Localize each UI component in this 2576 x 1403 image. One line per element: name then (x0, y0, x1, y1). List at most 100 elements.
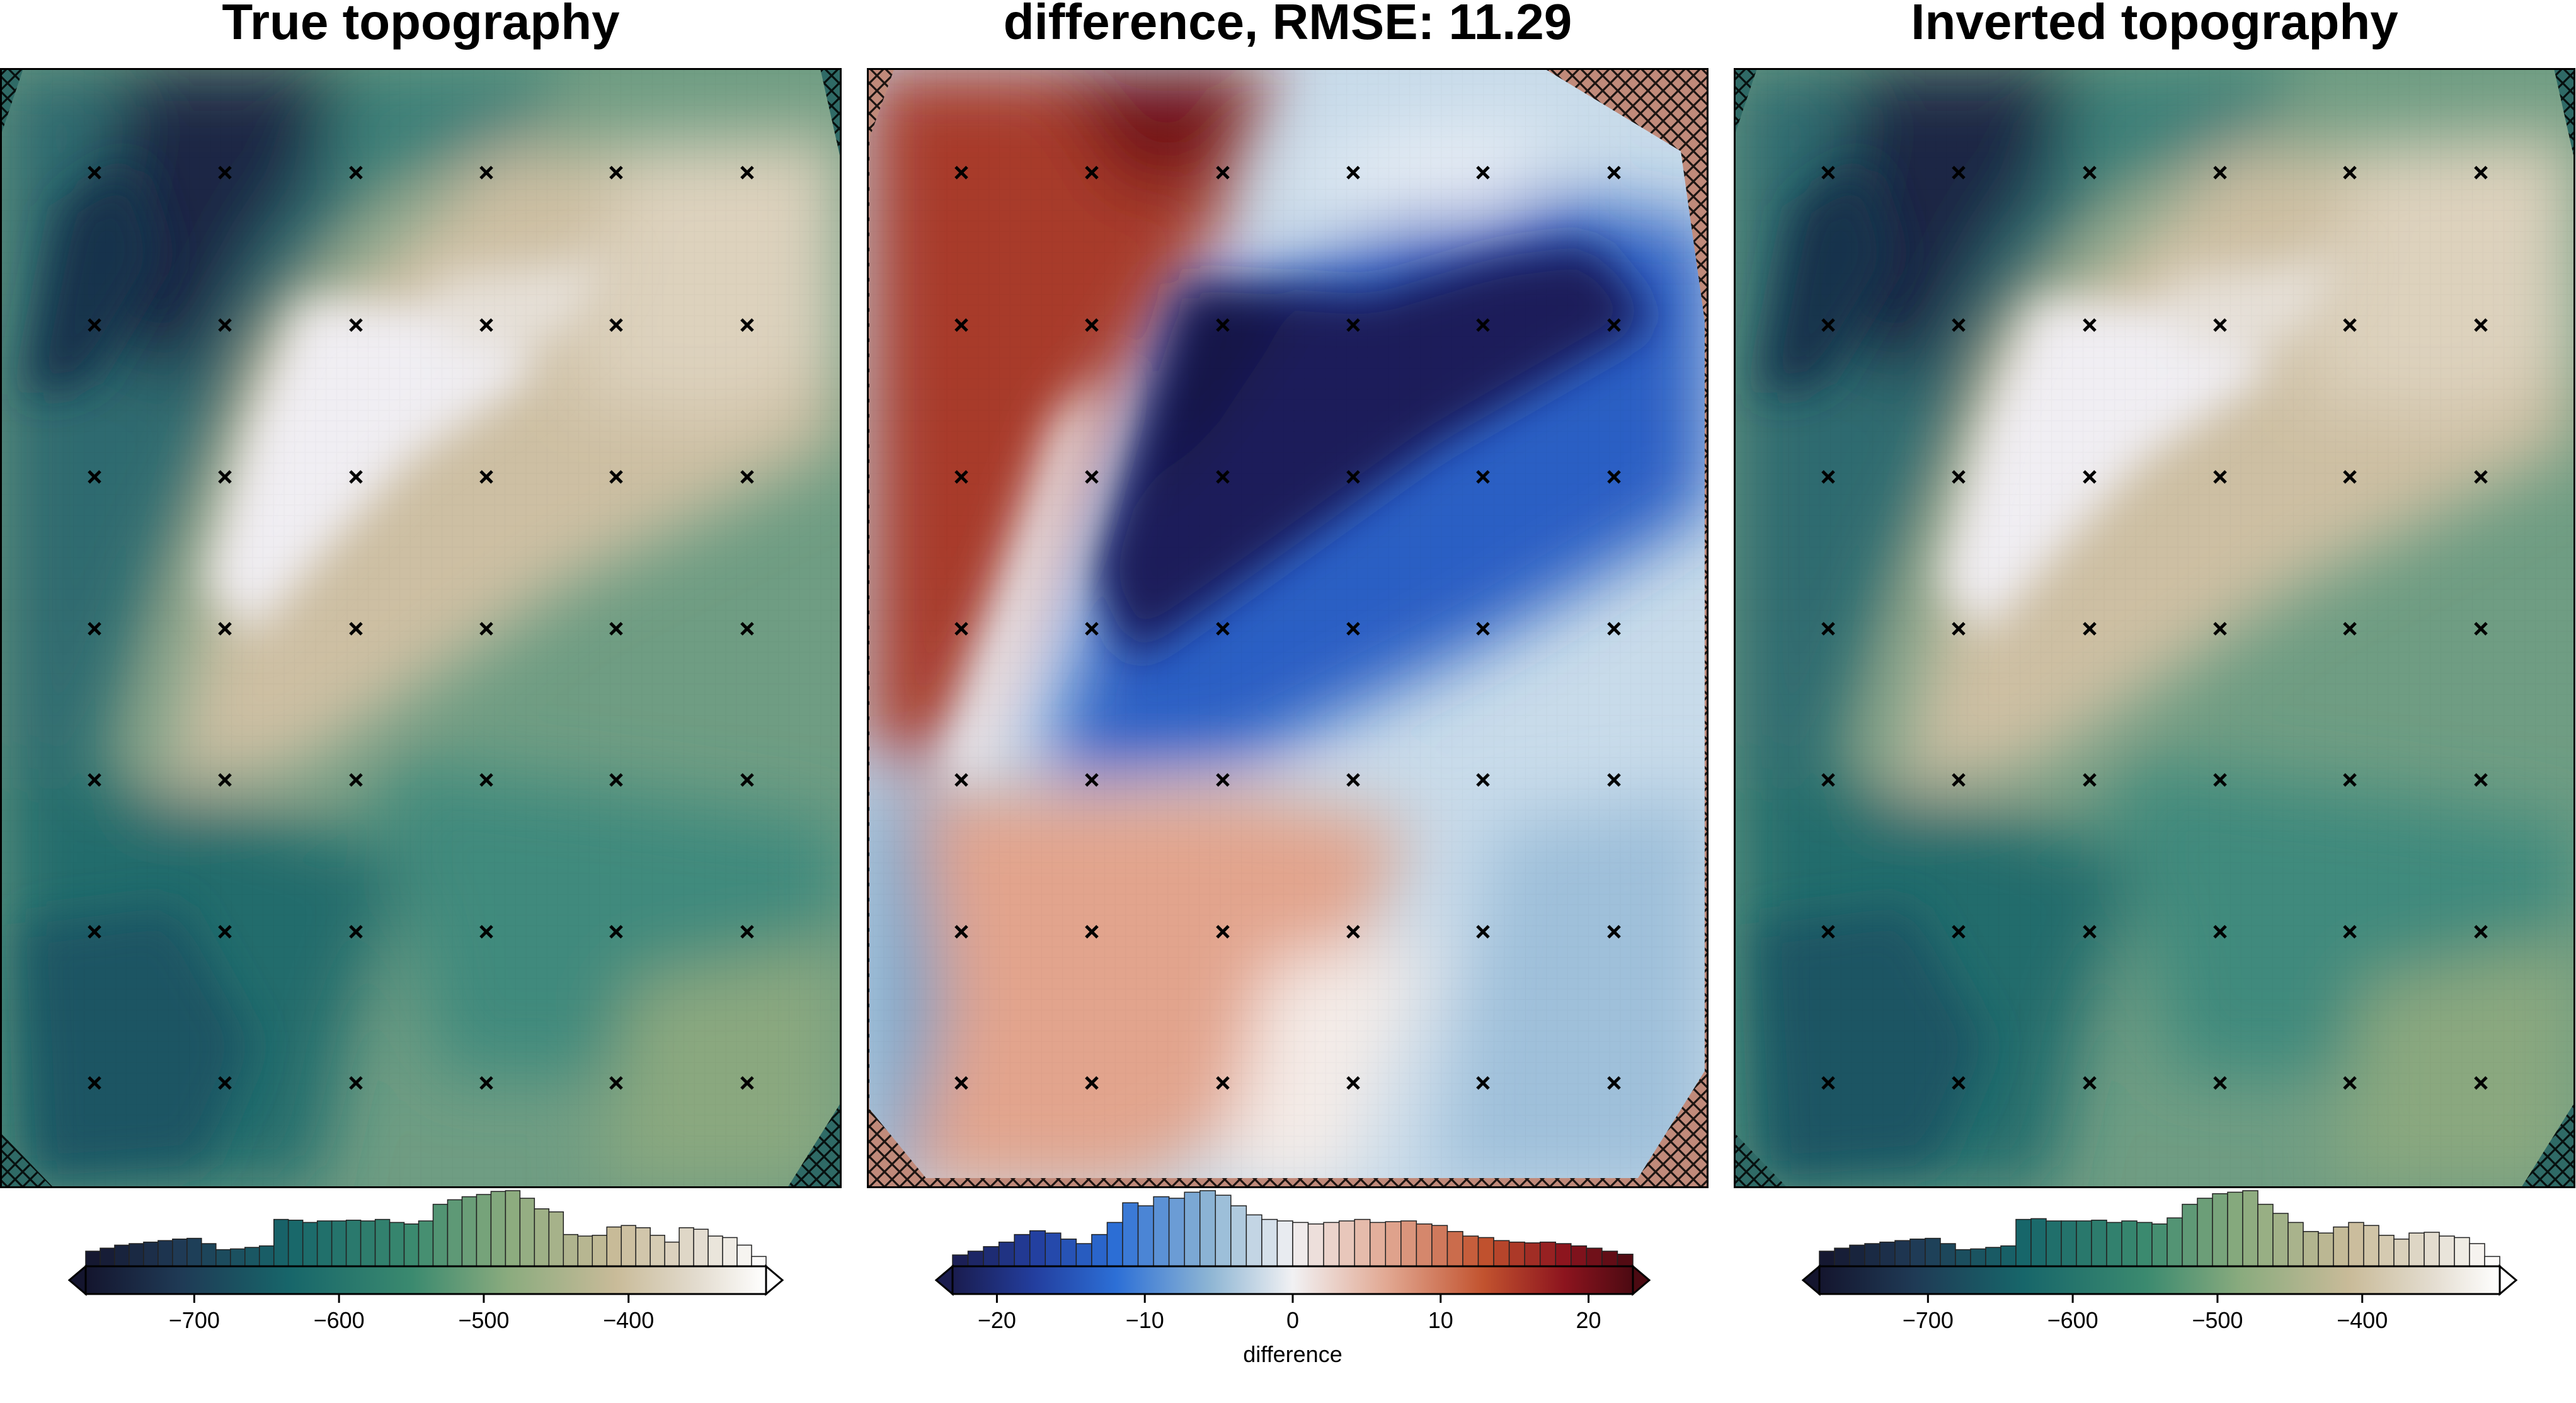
colorbar-extend-right (1632, 1264, 1651, 1297)
colorbar-tick-label: −10 (1126, 1307, 1164, 1333)
sample-point-marker (1607, 622, 1621, 636)
sample-point-marker (349, 1076, 363, 1090)
sample-point-marker (2343, 1076, 2357, 1090)
histogram-bar (1215, 1194, 1232, 1267)
sample-point-marker (2213, 166, 2227, 180)
sample-point-marker (1821, 1076, 1835, 1090)
sample-point-marker (954, 166, 968, 180)
histogram-bar (186, 1237, 202, 1267)
colorbar-extend-left (934, 1264, 954, 1297)
sample-point-marker (2474, 470, 2488, 484)
histogram-bar (664, 1241, 680, 1267)
colorbar-extend-left (67, 1264, 87, 1297)
histogram-bar (1276, 1220, 1293, 1267)
sample-point-marker (954, 925, 968, 939)
histogram-bar (2272, 1213, 2289, 1267)
sample-point-marker (2213, 1076, 2227, 1090)
sample-point-marker (1346, 166, 1360, 180)
sample-point-marker (1216, 1076, 1230, 1090)
sample-point-marker (2474, 166, 2488, 180)
histogram-bar (302, 1222, 318, 1267)
histogram-bar (476, 1194, 492, 1267)
sample-point-marker (2213, 925, 2227, 939)
histogram-bar (316, 1220, 333, 1267)
map-frame-true-topography (0, 68, 842, 1188)
sample-point-marker (1607, 470, 1621, 484)
sample-point-marker (1085, 470, 1099, 484)
histogram-bar (1029, 1230, 1046, 1267)
sample-point-marker (2083, 622, 2097, 636)
histogram-bar (2378, 1235, 2395, 1267)
sample-point-marker (218, 773, 232, 787)
sample-point-marker (1821, 318, 1835, 332)
colorbar-tick-label: −20 (978, 1307, 1016, 1333)
histogram-bar (403, 1223, 420, 1267)
histogram-bar (2030, 1218, 2047, 1267)
sample-point-marker (2083, 773, 2097, 787)
sample-point-marker (479, 166, 493, 180)
sample-point-marker (609, 1076, 623, 1090)
colorbar-difference: −20 −10 0 10 20 difference (934, 1190, 1651, 1367)
histogram-bar (230, 1248, 246, 1267)
histogram-bar (490, 1191, 507, 1267)
sample-point-marker (740, 470, 754, 484)
map-panel-difference (867, 68, 1709, 1188)
histogram-bar (621, 1225, 636, 1267)
sample-point-marker (88, 470, 101, 484)
histogram-bar (967, 1251, 984, 1267)
histogram-bar (1819, 1251, 1835, 1267)
sample-point-marker (954, 773, 968, 787)
panel-title-true-topography: True topography (222, 0, 620, 50)
histogram-bar (548, 1211, 564, 1267)
histogram-bar (1477, 1237, 1494, 1267)
histogram-bar (1617, 1254, 1634, 1267)
histogram-bar (432, 1203, 449, 1267)
histogram-bar (2242, 1190, 2258, 1267)
sample-point-marker (2474, 925, 2488, 939)
sample-point-marker (218, 925, 232, 939)
histogram-bar (2197, 1198, 2213, 1267)
sample-point-marker (2083, 1076, 2097, 1090)
histogram-bar (1601, 1251, 1618, 1267)
histogram-bar (287, 1220, 304, 1267)
histogram-bar (143, 1241, 159, 1267)
histogram-bar (952, 1254, 969, 1267)
histogram-bar (1292, 1222, 1309, 1267)
histogram-bar (157, 1240, 173, 1267)
sample-point-marker (2343, 318, 2357, 332)
histogram-bar (360, 1220, 376, 1267)
sample-point-marker (740, 773, 754, 787)
colorbar-gradient (1818, 1265, 2501, 1295)
sample-point-marker (1085, 622, 1099, 636)
histogram-bar (592, 1235, 607, 1267)
histogram-bar (1230, 1205, 1247, 1267)
histogram-bar (1586, 1247, 1603, 1267)
sample-point-marker (479, 470, 493, 484)
sample-point-marker (1346, 318, 1360, 332)
sample-point-marker (1216, 318, 1230, 332)
sample-point-marker (1821, 773, 1835, 787)
histogram-bar (1985, 1247, 2001, 1267)
colorbar-tick-label: −600 (314, 1307, 365, 1333)
histogram-bar (2227, 1191, 2243, 1267)
sample-point-marker (1476, 318, 1490, 332)
histogram-bar (2046, 1220, 2062, 1267)
histogram-bar (1137, 1205, 1154, 1267)
histogram-bar (345, 1220, 362, 1267)
marker-grid-true-topography (88, 166, 754, 1090)
sample-point-marker (1607, 773, 1621, 787)
colorbar-axis-label: difference (1243, 1341, 1342, 1367)
colorbar-tick-label: −700 (169, 1307, 220, 1333)
histogram-bar (1508, 1241, 1525, 1267)
sample-point-marker (88, 622, 101, 636)
histogram-bar (722, 1237, 738, 1267)
sample-point-marker (1476, 773, 1490, 787)
sample-point-marker (2474, 318, 2488, 332)
histogram-bar (1849, 1244, 1865, 1267)
histogram-bar (2212, 1193, 2228, 1267)
histogram-bar (2469, 1243, 2485, 1267)
colorbar-gradient (951, 1265, 1634, 1295)
histogram-bar (1925, 1237, 1941, 1267)
sample-point-marker (1346, 925, 1360, 939)
panel-title-inverted-topography: Inverted topography (1911, 0, 2398, 50)
